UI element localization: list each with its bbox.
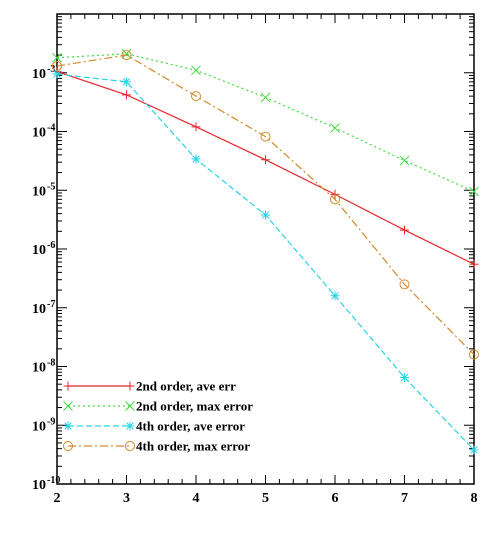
- x-tick-label: 3: [123, 491, 130, 506]
- legend-item: 2nd order, max error: [63, 399, 253, 414]
- x-tick-label: 6: [332, 491, 339, 506]
- legend-label: 4th order, max error: [136, 439, 250, 454]
- plus-marker: [122, 90, 131, 100]
- circle-marker: [399, 279, 410, 290]
- legend-label: 2nd order, ave err: [136, 379, 236, 394]
- legend-item: 4th order, ave error: [63, 419, 245, 434]
- circle-marker: [191, 91, 201, 102]
- x-marker: [191, 65, 201, 76]
- y-tick-label: 10-9: [32, 416, 55, 434]
- plus-marker: [261, 155, 270, 165]
- legend-label: 2nd order, max error: [136, 399, 253, 414]
- axis-ticks: [56, 14, 475, 485]
- y-tick-label: 10-7: [32, 299, 55, 317]
- star-marker: [122, 77, 131, 87]
- circle-marker: [52, 61, 62, 72]
- circle-marker: [330, 194, 340, 205]
- x-marker: [469, 186, 479, 197]
- plus-marker: [469, 259, 479, 269]
- x-tick-label: 4: [193, 491, 200, 506]
- y-tick-label: 10-3: [32, 64, 55, 82]
- series-line: [56, 54, 475, 355]
- y-tick-labels: 10-10 10-9 10-8 10-7 10-6 10-5 10-4 10-3: [32, 64, 60, 493]
- series-2: [52, 48, 479, 197]
- star-marker: [52, 69, 62, 79]
- y-tick-label: 10-4: [32, 123, 55, 141]
- x-tick-labels: 2 3 4 5 6 7 8: [54, 491, 478, 506]
- series-group: [52, 48, 479, 455]
- series-line: [56, 73, 475, 451]
- x-marker: [399, 155, 410, 166]
- plus-marker: [400, 225, 409, 235]
- x-marker: [121, 48, 132, 59]
- y-tick-label: 10-6: [32, 240, 55, 258]
- x-tick-label: 7: [401, 491, 408, 506]
- star-marker: [330, 291, 340, 301]
- x-tick-label: 5: [262, 491, 269, 506]
- x-marker: [63, 401, 73, 411]
- series-3: [52, 69, 479, 455]
- circle-marker: [260, 131, 271, 142]
- circle-marker: [125, 441, 135, 451]
- plot-frame: [56, 13, 475, 485]
- legend-item: 4th order, max error: [63, 439, 250, 454]
- y-tick-label: 10-5: [32, 181, 55, 199]
- y-tick-label: 10-10: [32, 475, 60, 493]
- star-marker: [125, 421, 135, 431]
- star-marker: [191, 154, 201, 164]
- legend-item: 2nd order, ave err: [63, 379, 236, 394]
- circle-marker: [469, 349, 479, 360]
- series-line: [56, 70, 475, 265]
- plus-marker: [125, 381, 135, 391]
- star-marker: [400, 372, 409, 382]
- circle-marker: [121, 50, 132, 61]
- x-marker: [330, 123, 340, 133]
- y-tick-label: 10-8: [32, 358, 55, 376]
- series-line: [56, 53, 475, 193]
- series-4: [52, 50, 479, 360]
- x-marker: [52, 52, 62, 63]
- star-marker: [261, 210, 270, 220]
- x-tick-label: 2: [54, 491, 61, 506]
- x-tick-label: 8: [471, 491, 478, 506]
- star-marker: [469, 445, 479, 455]
- plus-marker: [191, 122, 201, 132]
- x-marker: [125, 401, 135, 411]
- star-marker: [63, 421, 73, 431]
- legend: 2nd order, ave err 2nd order, max error 4t…: [63, 379, 253, 454]
- series-1: [52, 67, 479, 269]
- plus-marker: [63, 381, 73, 391]
- x-marker: [260, 92, 271, 103]
- circle-marker: [63, 441, 73, 451]
- legend-label: 4th order, ave error: [136, 419, 245, 434]
